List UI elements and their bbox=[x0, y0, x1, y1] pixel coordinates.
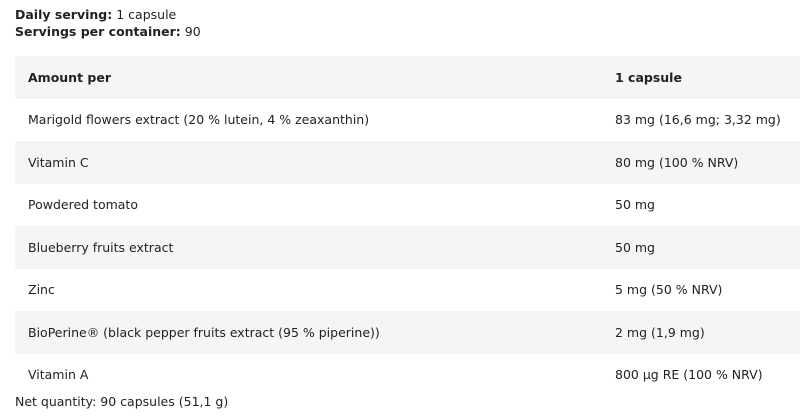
ingredient-amount: 5 mg (50 % NRV) bbox=[615, 282, 723, 298]
servings-per-container: Servings per container: 90 bbox=[15, 24, 201, 39]
table-header-row: Amount per 1 capsule bbox=[15, 56, 800, 99]
serving-info: Daily serving: 1 capsule Servings per co… bbox=[15, 6, 201, 40]
table-row: Vitamin C 80 mg (100 % NRV) bbox=[15, 141, 800, 184]
ingredient-amount: 80 mg (100 % NRV) bbox=[615, 154, 739, 170]
table-row: Powdered tomato 50 mg bbox=[15, 184, 800, 227]
header-amount-per: Amount per bbox=[28, 69, 112, 85]
table-row: Vitamin A 800 µg RE (100 % NRV) bbox=[15, 354, 800, 397]
ingredient-amount: 83 mg (16,6 mg; 3,32 mg) bbox=[615, 112, 781, 128]
ingredient-name: Vitamin C bbox=[28, 154, 89, 170]
table-row: Zinc 5 mg (50 % NRV) bbox=[15, 269, 800, 312]
ingredient-amount: 2 mg (1,9 mg) bbox=[615, 324, 705, 340]
ingredient-name: BioPerine® (black pepper fruits extract … bbox=[28, 324, 380, 340]
ingredient-amount: 50 mg bbox=[615, 197, 655, 213]
table-row: Marigold flowers extract (20 % lutein, 4… bbox=[15, 99, 800, 142]
ingredient-name: Vitamin A bbox=[28, 367, 89, 383]
ingredient-amount: 50 mg bbox=[615, 239, 655, 255]
ingredient-name: Blueberry fruits extract bbox=[28, 239, 174, 255]
nutrition-table: Amount per 1 capsule Marigold flowers ex… bbox=[15, 56, 800, 396]
ingredient-name: Marigold flowers extract (20 % lutein, 4… bbox=[28, 112, 370, 128]
header-1-capsule: 1 capsule bbox=[615, 69, 682, 85]
daily-serving: Daily serving: 1 capsule bbox=[15, 7, 177, 22]
net-quantity: Net quantity: 90 capsules (51,1 g) bbox=[15, 394, 229, 409]
table-row: BioPerine® (black pepper fruits extract … bbox=[15, 311, 800, 354]
ingredient-amount: 800 µg RE (100 % NRV) bbox=[615, 367, 763, 383]
table-row: Blueberry fruits extract 50 mg bbox=[15, 226, 800, 269]
ingredient-name: Powdered tomato bbox=[28, 197, 138, 213]
ingredient-name: Zinc bbox=[28, 282, 55, 298]
